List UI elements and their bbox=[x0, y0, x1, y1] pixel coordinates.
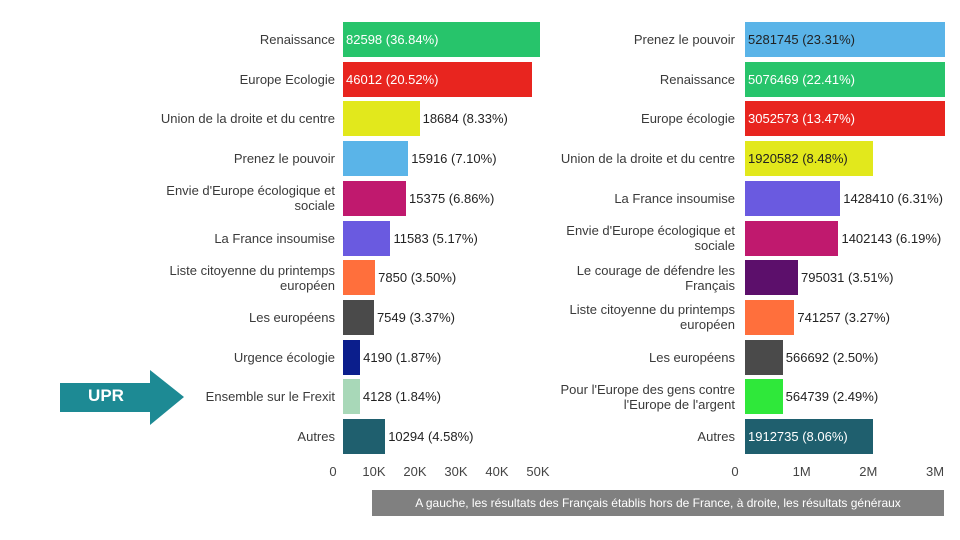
value-label: 7549 (3.37%) bbox=[376, 309, 455, 325]
category-label: Renaissance bbox=[259, 32, 335, 47]
caption: A gauche, les résultats des Français éta… bbox=[372, 490, 944, 516]
bar bbox=[343, 101, 420, 137]
upr-arrow bbox=[60, 370, 184, 425]
bar bbox=[745, 339, 783, 375]
category-label: Le courage de défendre les Français bbox=[576, 262, 735, 293]
x-tick-label: 3M bbox=[925, 464, 945, 479]
bar bbox=[343, 180, 407, 216]
value-label: 18684 (8.33%) bbox=[422, 111, 508, 127]
value-label: 1428410 (6.31%) bbox=[843, 190, 943, 206]
bar bbox=[343, 22, 540, 57]
category-label: Union de la droite et du centre bbox=[160, 111, 335, 127]
bar bbox=[343, 339, 361, 375]
value-label: 46012 (20.52%) bbox=[346, 71, 439, 87]
x-tick-label: 20K bbox=[403, 464, 427, 479]
category-label: Autres bbox=[297, 429, 335, 444]
category-label: Renaissance bbox=[659, 71, 735, 87]
value-label: 741257 (3.27%) bbox=[797, 309, 890, 325]
value-label: 10294 (4.58%) bbox=[388, 429, 474, 444]
value-label: 3052573 (13.47%) bbox=[748, 111, 855, 127]
x-tick-label: 0 bbox=[731, 464, 739, 479]
value-label: 15916 (7.10%) bbox=[411, 151, 497, 167]
annotation: UPR bbox=[88, 386, 124, 405]
value-label: 7850 (3.50%) bbox=[378, 270, 457, 286]
value-label: 566692 (2.50%) bbox=[785, 349, 879, 365]
category-label: Prenez le pouvoir bbox=[633, 32, 735, 47]
value-label: 795031 (3.51%) bbox=[801, 270, 894, 286]
value-label: 564739 (2.49%) bbox=[785, 389, 879, 405]
value-label: 5281745 (23.31%) bbox=[748, 32, 855, 47]
x-tick-label: 30K bbox=[444, 464, 468, 479]
category-label: Union de la droite et du centre bbox=[560, 151, 735, 167]
category-label: Les européens bbox=[648, 349, 735, 365]
x-tick-label: 2M bbox=[859, 464, 878, 479]
value-label: 5076469 (22.41%) bbox=[748, 71, 855, 87]
bar bbox=[343, 379, 360, 415]
bar bbox=[745, 220, 839, 256]
bar bbox=[745, 180, 841, 216]
bar bbox=[343, 299, 374, 335]
category-label: La France insoumise bbox=[214, 230, 335, 246]
category-label: Envie d'Europe écologique et sociale bbox=[166, 183, 335, 214]
value-label: 1920582 (8.48%) bbox=[748, 151, 848, 167]
category-label: Liste citoyenne du printemps européen bbox=[569, 302, 735, 333]
x-tick-label: 1M bbox=[792, 464, 811, 479]
bar bbox=[745, 101, 945, 137]
value-label: 82598 (36.84%) bbox=[346, 32, 439, 47]
value-label: 1402143 (6.19%) bbox=[841, 230, 942, 246]
category-label: Les européens bbox=[248, 309, 335, 325]
category-label: Liste citoyenne du printemps européen bbox=[169, 262, 335, 293]
value-label: 1912735 (8.06%) bbox=[748, 429, 848, 444]
category-label: Europe écologie bbox=[641, 111, 735, 127]
bar bbox=[745, 61, 945, 97]
bar bbox=[745, 141, 874, 177]
bar bbox=[745, 379, 783, 415]
bar bbox=[343, 260, 376, 296]
value-label: 15375 (6.86%) bbox=[409, 190, 495, 206]
x-tick-label: 50K bbox=[526, 464, 550, 479]
category-label: La France insoumise bbox=[614, 190, 735, 206]
category-label: Ensemble sur le Frexit bbox=[205, 389, 335, 405]
bar bbox=[343, 419, 386, 454]
x-tick-label: 40K bbox=[485, 464, 509, 479]
bar bbox=[343, 220, 391, 256]
bar bbox=[745, 22, 945, 57]
bar bbox=[745, 299, 795, 335]
x-tick-label: 0 bbox=[329, 464, 337, 479]
category-label: Europe Ecologie bbox=[239, 71, 335, 87]
x-tick-label: 10K bbox=[362, 464, 386, 479]
bar bbox=[745, 260, 798, 296]
category-label: Autres bbox=[697, 429, 735, 444]
category-label: Prenez le pouvoir bbox=[233, 151, 335, 167]
value-label: 4128 (1.84%) bbox=[362, 389, 441, 405]
bar bbox=[343, 141, 409, 177]
category-label: Pour l'Europe des gens contre l'Europe d… bbox=[560, 381, 735, 412]
value-label: 4190 (1.87%) bbox=[363, 349, 442, 365]
value-label: 11583 (5.17%) bbox=[393, 230, 478, 246]
bar bbox=[745, 419, 873, 454]
bar bbox=[343, 61, 532, 97]
category-label: Envie d'Europe écologique et sociale bbox=[566, 223, 735, 253]
category-label: Urgence écologie bbox=[233, 349, 335, 365]
